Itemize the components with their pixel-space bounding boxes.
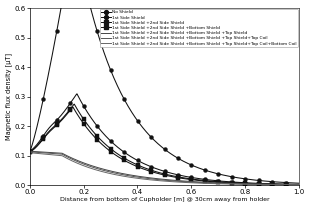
Legend: No Shield, 1st Side Shield, 1st Side Shield +2nd Side Shield, 1st Side Shield +2: No Shield, 1st Side Shield, 1st Side Shi… (100, 9, 298, 47)
X-axis label: Distance from bottom of Cupholder [m] @ 30cm away from holder: Distance from bottom of Cupholder [m] @ … (60, 197, 269, 202)
Y-axis label: Magnetic flux density [µT]: Magnetic flux density [µT] (6, 53, 12, 140)
